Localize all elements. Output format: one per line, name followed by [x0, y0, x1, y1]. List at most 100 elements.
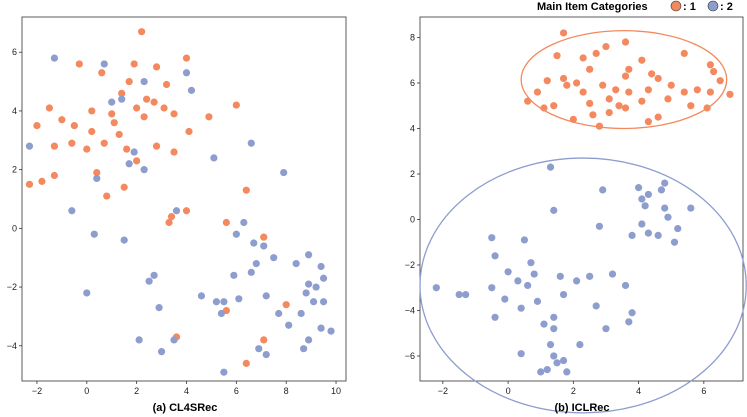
- scatter-point-category-2: [297, 309, 305, 318]
- scatter-point-category-1: [110, 119, 118, 127]
- scatter-point-category-2: [501, 295, 509, 303]
- scatter-point-category-2: [537, 368, 545, 376]
- scatter-point-category-1: [592, 49, 600, 58]
- scatter-point-category-2: [638, 220, 646, 228]
- scatter-point-category-1: [140, 113, 148, 121]
- point-group-b: [432, 29, 734, 376]
- scatter-point-category-2: [530, 270, 538, 278]
- scatter-point-category-2: [670, 238, 679, 246]
- scatter-point-category-1: [602, 42, 610, 51]
- scatter-point-category-2: [621, 281, 630, 290]
- scatter-point-category-1: [242, 186, 250, 194]
- scatter-point-category-2: [319, 298, 328, 306]
- scatter-point-category-1: [88, 107, 96, 115]
- scatter-point-category-1: [152, 142, 161, 150]
- scatter-point-category-2: [197, 292, 206, 300]
- scatter-point-category-1: [667, 81, 675, 89]
- scatter-point-category-1: [167, 213, 176, 221]
- scatter-point-category-1: [70, 122, 78, 130]
- scatter-point-category-1: [282, 301, 290, 309]
- scatter-point-category-1: [563, 81, 571, 89]
- scatter-point-category-2: [155, 304, 163, 312]
- y-tick-label: 2: [410, 169, 415, 179]
- legend-label-2: : 2: [720, 1, 733, 13]
- scatter-point-category-2: [262, 292, 270, 300]
- scatter-point-category-1: [589, 111, 597, 119]
- scatter-point-category-1: [559, 74, 568, 83]
- scatter-point-category-2: [576, 341, 584, 349]
- scatter-point-category-1: [654, 74, 662, 83]
- scatter-point-category-2: [90, 230, 98, 238]
- y-tick-label: 0: [12, 223, 17, 233]
- scatter-point-category-1: [88, 127, 96, 136]
- scatter-point-category-1: [242, 359, 250, 367]
- scatter-point-category-1: [50, 142, 59, 150]
- scatter-point-category-1: [586, 99, 594, 108]
- scatter-point-category-2: [285, 321, 293, 329]
- scatter-point-category-2: [488, 284, 496, 292]
- point-group-a: [25, 28, 335, 376]
- scatter-point-category-1: [38, 177, 46, 185]
- scatter-point-category-1: [625, 88, 633, 96]
- legend-marker-2: [707, 0, 719, 12]
- scatter-point-category-2: [661, 204, 669, 212]
- scatter-point-category-1: [638, 56, 646, 64]
- scatter-point-category-2: [120, 236, 128, 244]
- caption-b: (b) ICLRec: [555, 402, 610, 414]
- scatter-point-category-2: [687, 204, 695, 212]
- scatter-point-category-2: [608, 270, 617, 278]
- scatter-point-category-2: [247, 268, 255, 276]
- scatter-point-category-1: [706, 61, 714, 69]
- scatter-point-category-2: [546, 341, 555, 349]
- scatter-point-category-2: [462, 290, 470, 299]
- scatter-point-category-2: [93, 174, 101, 183]
- scatter-point-category-2: [517, 350, 525, 358]
- scatter-point-category-2: [550, 325, 558, 333]
- scatter-point-category-2: [280, 168, 288, 177]
- scatter-point-category-1: [160, 104, 168, 112]
- scatter-point-category-2: [262, 350, 270, 359]
- scatter-point-category-2: [563, 368, 571, 376]
- tick-group-b: −2 0 2 4 6 −6 −4 −2 0 2 4 6 8: [405, 32, 707, 396]
- scatter-point-category-1: [138, 28, 146, 36]
- scatter-point-category-1: [125, 77, 133, 86]
- x-tick-label: −2: [32, 386, 42, 396]
- scatter-point-category-2: [150, 271, 158, 279]
- y-tick-label: −2: [7, 282, 17, 292]
- scatter-point-category-2: [644, 229, 652, 237]
- scatter-point-category-1: [586, 65, 594, 73]
- scatter-point-category-1: [543, 77, 551, 85]
- legend-label-1: : 1: [683, 1, 696, 13]
- scatter-point-category-2: [514, 277, 522, 285]
- scatter-point-category-1: [260, 336, 268, 344]
- legend: Main Item Categories : 1 : 2: [537, 0, 733, 13]
- scatter-point-category-2: [654, 231, 662, 239]
- scatter-point-category-1: [621, 104, 630, 112]
- scatter-point-category-2: [250, 239, 258, 247]
- scatter-point-category-2: [527, 259, 535, 267]
- scatter-point-category-1: [143, 95, 151, 103]
- scatter-point-category-2: [638, 195, 646, 203]
- y-tick-label: 4: [12, 106, 17, 116]
- scatter-point-category-2: [135, 336, 143, 344]
- scatter-point-category-1: [222, 218, 230, 227]
- scatter-point-category-2: [661, 179, 669, 187]
- scatter-point-category-1: [648, 70, 656, 78]
- x-tick-label: 2: [134, 386, 139, 396]
- scatter-point-category-2: [210, 154, 218, 162]
- scatter-point-category-1: [621, 38, 630, 46]
- x-tick-label: 6: [234, 386, 239, 396]
- scatter-point-category-2: [491, 313, 499, 321]
- scatter-point-category-2: [312, 283, 320, 291]
- scatter-point-category-1: [68, 139, 76, 147]
- scatter-point-category-1: [573, 79, 581, 87]
- scatter-point-category-2: [230, 271, 238, 279]
- scatter-point-category-2: [275, 309, 283, 318]
- scatter-point-category-2: [628, 309, 636, 317]
- plot-frame-a: [21, 16, 347, 382]
- scatter-point-category-1: [595, 122, 604, 130]
- scatter-point-category-1: [232, 101, 240, 109]
- scatter-point-category-1: [706, 88, 714, 96]
- y-tick-label: −4: [7, 341, 17, 351]
